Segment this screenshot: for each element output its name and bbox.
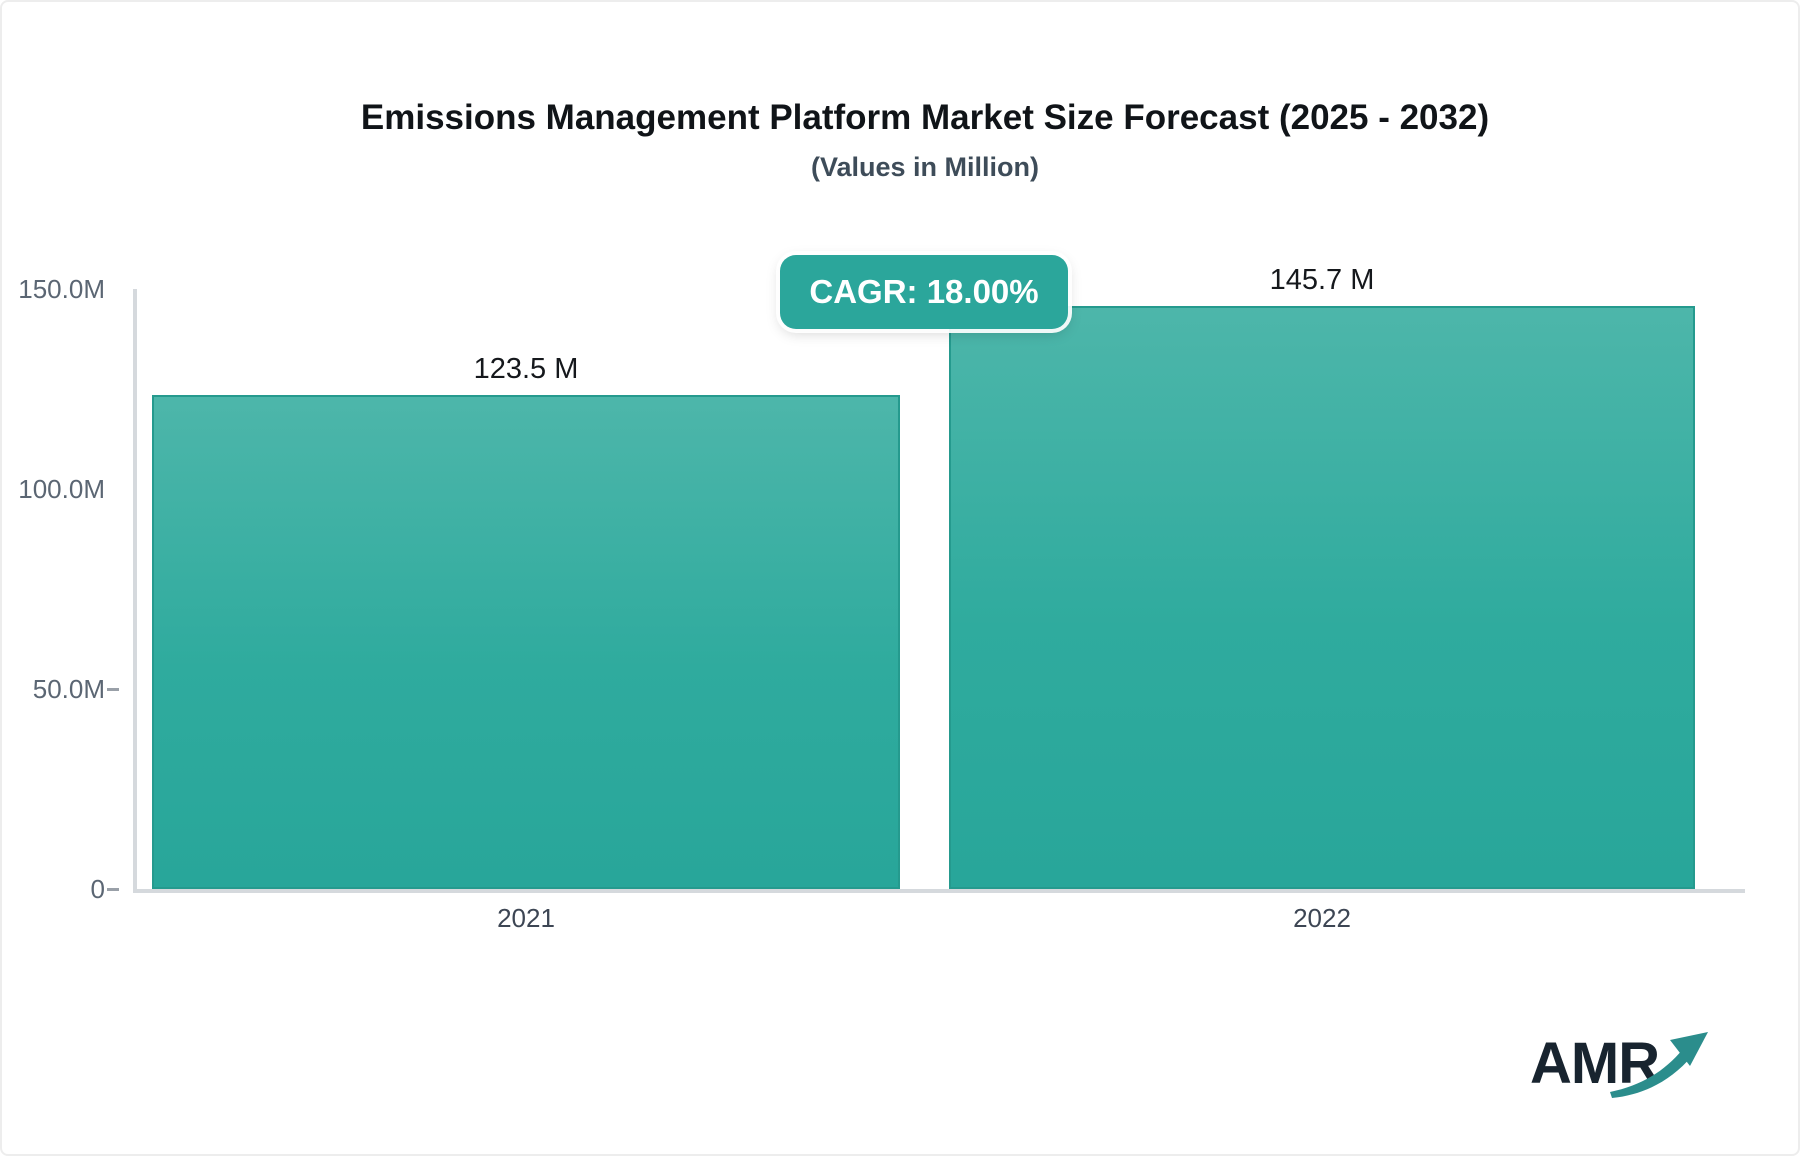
chart-subtitle: (Values in Million) xyxy=(810,152,1040,182)
chart-title: Emissions Management Platform Market Siz… xyxy=(360,98,1490,137)
amr-logo-arrow-icon xyxy=(1610,1032,1708,1098)
y-axis-tick-label: 0 xyxy=(90,874,105,904)
bar-2021 xyxy=(152,395,900,889)
cagr-badge: CAGR: 18.00% xyxy=(780,255,1068,329)
y-axis-tick-mark xyxy=(107,688,119,691)
bar-value-label: 123.5 M xyxy=(473,353,579,385)
bar-value-label: 145.7 M xyxy=(1269,264,1375,297)
y-axis-tick-mark xyxy=(107,888,119,891)
x-axis-category-label: 2021 xyxy=(497,903,555,933)
x-axis-category-label: 2022 xyxy=(1293,903,1351,933)
y-axis-tick-label: 150.0M xyxy=(18,274,105,304)
y-axis-tick-label: 100.0M xyxy=(18,474,105,504)
x-axis-line xyxy=(133,889,1745,893)
y-axis-line xyxy=(133,289,137,893)
bar-2022 xyxy=(949,306,1695,889)
amr-logo: AMR xyxy=(1530,1030,1720,1110)
y-axis-tick-label: 50.0M xyxy=(32,674,105,704)
